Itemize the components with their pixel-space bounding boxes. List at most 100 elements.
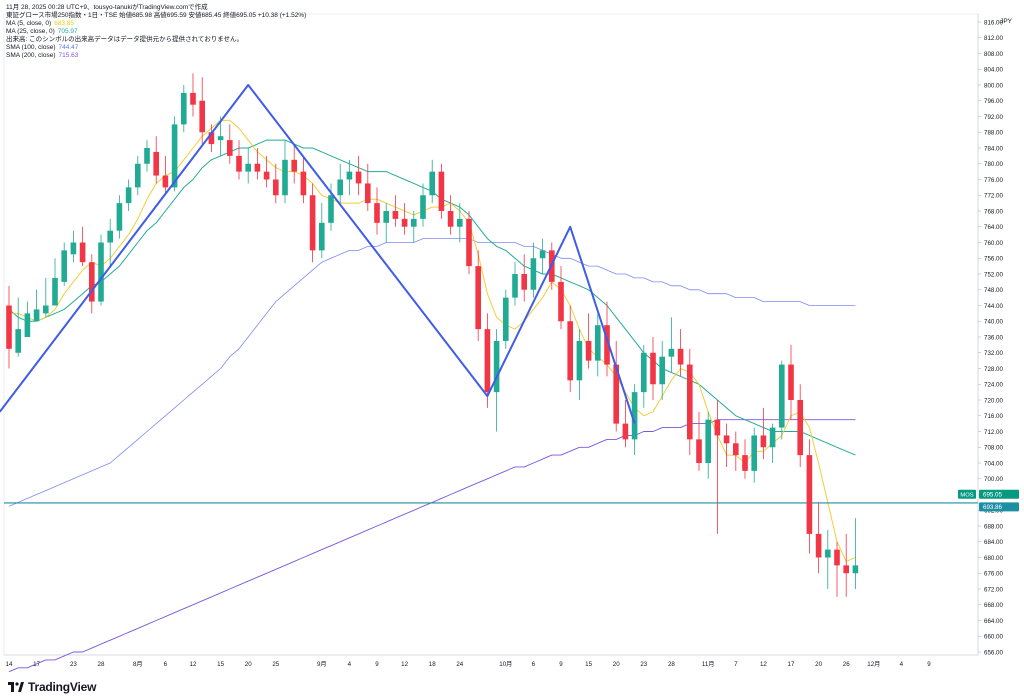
candle [687, 348, 693, 456]
candle [641, 344, 647, 408]
candle [254, 148, 261, 180]
candle [15, 297, 21, 357]
candle [374, 187, 380, 235]
candle-body [723, 435, 730, 444]
candle-body [15, 329, 21, 353]
y-tick-label: 812.00 [984, 35, 1003, 42]
candle [696, 411, 702, 471]
candle-body [677, 348, 684, 365]
y-tick-label: 708.00 [984, 445, 1003, 452]
tradingview-logo: TradingView [8, 680, 96, 694]
candle-body [705, 419, 711, 463]
x-tick-label: 12月 [867, 661, 880, 668]
candle [705, 411, 711, 479]
y-tick-label: 764.00 [984, 224, 1003, 231]
candle-body [208, 132, 215, 145]
candle [843, 533, 849, 597]
candle-body [153, 151, 159, 176]
candle-body [834, 549, 840, 566]
x-tick-label: 9 [559, 661, 563, 668]
candle [484, 313, 491, 408]
candle-body [521, 274, 527, 290]
candle-body [806, 455, 813, 534]
candle-body [282, 159, 288, 196]
y-tick-label: 732.00 [984, 350, 1003, 357]
candle [677, 329, 684, 377]
y-tick-label: 712.00 [984, 429, 1003, 436]
candle-body [43, 305, 49, 314]
candle [852, 518, 859, 589]
candle [208, 124, 215, 152]
candle [420, 183, 426, 227]
candle [411, 211, 417, 243]
candle-body [760, 435, 767, 448]
price-label: 695.05 [983, 492, 1002, 499]
candle [438, 163, 445, 219]
candle-body [190, 92, 196, 105]
candle-body [604, 325, 610, 365]
candle-body [24, 313, 31, 337]
candle [236, 140, 242, 180]
candle-body [171, 124, 178, 188]
y-tick-label: 672.00 [984, 586, 1003, 593]
candle-body [567, 321, 573, 381]
candle-body [558, 281, 564, 322]
candle-body [733, 443, 739, 456]
y-tick-label: 800.00 [984, 82, 1003, 89]
candle [769, 423, 776, 463]
candle-body [383, 211, 389, 223]
candle [613, 340, 619, 432]
candle [622, 400, 629, 448]
candle-body [484, 329, 491, 393]
candle-body [457, 218, 463, 227]
candle [52, 258, 58, 306]
candle [365, 163, 371, 211]
currency-label: JPY [1000, 18, 1012, 25]
candle [457, 203, 463, 243]
candle [135, 155, 141, 196]
x-tick-label: 4 [900, 661, 904, 668]
candle-body [98, 242, 104, 302]
y-tick-label: 720.00 [984, 397, 1003, 404]
candle-body [613, 364, 619, 424]
candle-body [245, 163, 251, 172]
y-tick-label: 776.00 [984, 177, 1003, 184]
candle [199, 77, 205, 145]
candle-body [401, 218, 408, 227]
y-tick-label: 772.00 [984, 193, 1003, 200]
candle [512, 262, 518, 306]
candle-body [852, 565, 859, 574]
x-tick-label: 9 [375, 661, 379, 668]
candle-body [503, 297, 509, 341]
y-tick-label: 744.00 [984, 303, 1003, 310]
candle [125, 179, 132, 211]
indicator-label: 出来高: このシンボルの出来高データはデータ提供元から提供されておりません。 [6, 36, 244, 43]
y-tick-label: 664.00 [984, 618, 1003, 625]
y-tick-label: 700.00 [984, 476, 1003, 483]
x-tick-label: 8月 [133, 661, 143, 668]
candle [779, 360, 785, 440]
x-tick-label: 15 [217, 661, 224, 668]
candle-body [291, 159, 297, 172]
candle-body [779, 364, 785, 428]
x-tick-label: 7 [734, 661, 738, 668]
indicator-1: MA (25, close, 0) 705.97 [6, 28, 78, 36]
candle-body [576, 340, 583, 381]
candle-body [641, 352, 647, 393]
candle [383, 203, 389, 243]
candle-body [420, 195, 426, 219]
candle-body [89, 262, 95, 302]
candle [834, 541, 840, 597]
x-tick-label: 4 [348, 661, 352, 668]
y-tick-label: 724.00 [984, 382, 1003, 389]
candle-body [843, 565, 849, 574]
candle [503, 289, 509, 349]
y-tick-label: 728.00 [984, 366, 1003, 373]
candle-body [631, 392, 638, 440]
candle-body [585, 340, 592, 361]
candle-body [135, 163, 141, 188]
candle-body [668, 348, 675, 357]
candle-body [52, 277, 58, 306]
candle [576, 329, 583, 400]
